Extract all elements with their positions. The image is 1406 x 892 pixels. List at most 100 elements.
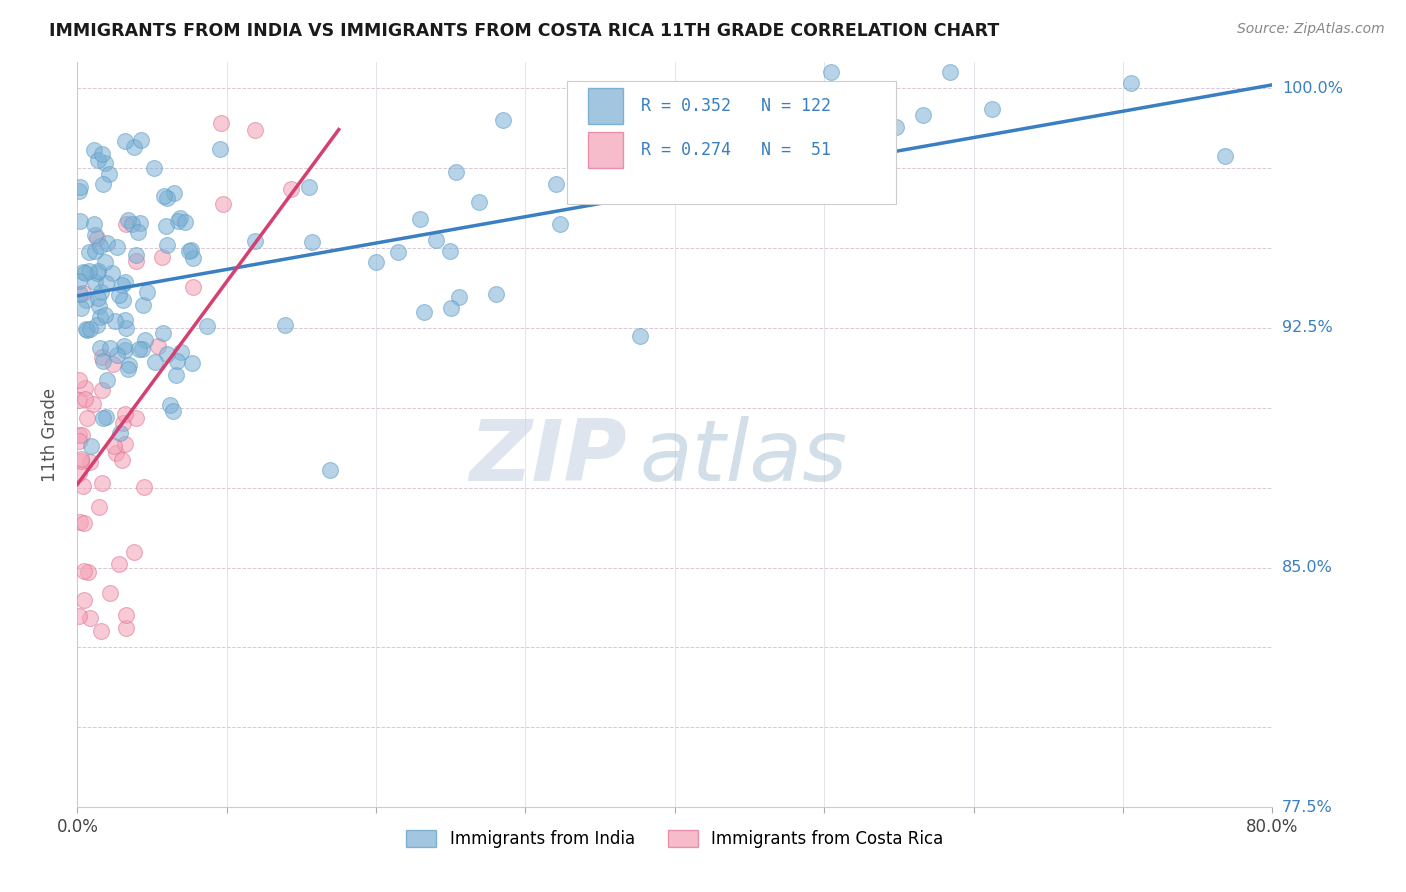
Point [981, 102, 1004, 116]
Point [156, 346, 179, 360]
Point [169, 211, 191, 225]
Point [86, 318, 108, 332]
Point [111, 278, 134, 293]
Point [114, 621, 136, 635]
Point [75, 392, 97, 406]
Point [73, 593, 96, 607]
Point [75, 381, 97, 395]
Point [1121, 76, 1143, 90]
Point [159, 398, 181, 412]
Point [439, 244, 461, 259]
Text: R = 0.352   N = 122: R = 0.352 N = 122 [641, 96, 831, 115]
Point [163, 186, 186, 200]
Point [89, 341, 111, 355]
Point [73, 266, 96, 280]
Point [105, 240, 128, 254]
Point [91, 177, 114, 191]
Point [155, 219, 177, 234]
Point [112, 293, 135, 307]
Point [75, 293, 97, 307]
Point [76, 566, 98, 580]
Point [181, 280, 204, 294]
FancyBboxPatch shape [588, 132, 623, 169]
Point [245, 235, 267, 249]
Point [112, 339, 135, 353]
Point [91, 353, 114, 368]
Point [87, 153, 110, 167]
Point [912, 108, 935, 122]
Point [114, 407, 136, 421]
Point [211, 197, 233, 211]
Text: 77.5%: 77.5% [1282, 800, 1333, 814]
Point [94, 410, 117, 425]
Point [143, 355, 166, 369]
Point [67, 373, 90, 387]
Point [125, 411, 148, 425]
Point [134, 333, 156, 347]
Point [83, 244, 105, 259]
Point [128, 342, 150, 356]
Point [181, 251, 204, 265]
Point [67, 428, 90, 442]
Point [103, 439, 125, 453]
Text: atlas: atlas [640, 416, 846, 499]
Point [152, 326, 174, 341]
Point [127, 226, 149, 240]
Point [84, 275, 107, 289]
Point [91, 475, 114, 490]
Point [114, 134, 136, 148]
Point [129, 133, 152, 147]
Text: Source: ZipAtlas.com: Source: ZipAtlas.com [1237, 22, 1385, 37]
Point [98, 586, 121, 600]
Point [72, 286, 94, 301]
Point [101, 357, 124, 371]
Point [91, 383, 114, 397]
Point [180, 244, 202, 258]
Point [90, 624, 112, 639]
Point [114, 217, 136, 231]
Point [94, 309, 117, 323]
Point [107, 287, 129, 301]
FancyBboxPatch shape [568, 81, 896, 204]
Point [73, 564, 96, 578]
Point [83, 217, 105, 231]
Point [108, 426, 131, 441]
Point [409, 212, 432, 227]
Point [624, 156, 647, 170]
Point [447, 290, 470, 304]
Point [75, 321, 97, 335]
Point [132, 298, 155, 312]
Point [167, 214, 190, 228]
Point [117, 212, 139, 227]
Point [72, 478, 94, 492]
Point [124, 248, 146, 262]
Text: ZIP: ZIP [470, 416, 627, 499]
Point [67, 466, 90, 480]
Point [69, 180, 91, 194]
Point [115, 607, 138, 622]
Point [96, 236, 118, 251]
Point [179, 244, 201, 258]
Point [884, 120, 907, 134]
Point [131, 343, 153, 357]
Text: 85.0%: 85.0% [1282, 560, 1333, 575]
Point [122, 545, 145, 559]
Point [77, 263, 100, 277]
Point [76, 410, 98, 425]
Point [114, 343, 136, 358]
Point [162, 403, 184, 417]
Point [105, 348, 128, 362]
Point [181, 356, 204, 370]
Point [80, 439, 103, 453]
Point [115, 321, 138, 335]
Point [100, 266, 122, 280]
Point [111, 453, 134, 467]
Point [105, 446, 128, 460]
Point [91, 411, 114, 425]
Point [301, 235, 323, 249]
Point [939, 65, 962, 79]
Point [114, 436, 136, 450]
Point [67, 184, 90, 198]
Point [209, 116, 232, 130]
Point [208, 142, 231, 156]
